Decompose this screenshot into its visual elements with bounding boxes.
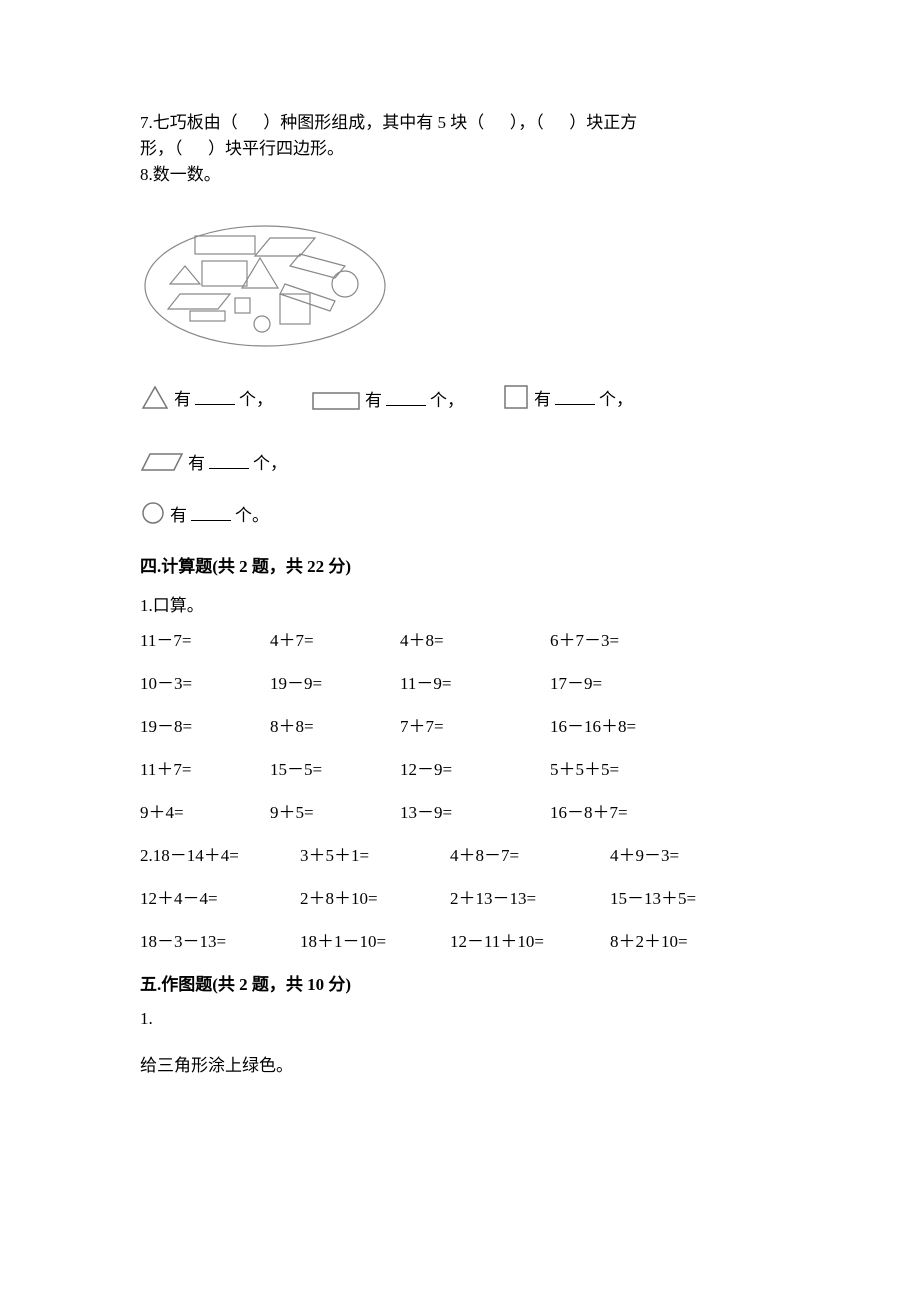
triangle-count-item: 有 个， (140, 383, 273, 411)
rectangle-icon (311, 387, 361, 411)
q4-1-label: 1.口算。 (140, 591, 780, 616)
calc-cell: 11－9= (400, 669, 550, 694)
calc-cell: 3＋5＋1= (300, 841, 450, 866)
count-word: 个， (430, 386, 464, 411)
calc-cell: 11－7= (140, 626, 270, 651)
calc-cell: 16－8＋7= (550, 798, 780, 823)
q7-text-c: ），（ (510, 113, 544, 132)
blank (195, 390, 235, 405)
calc-cell: 9＋5= (270, 798, 400, 823)
count-word: 个， (239, 385, 273, 410)
circle-count-item: 有 个。 (140, 500, 269, 526)
count-word: 个， (253, 449, 287, 474)
calc-cell: 4＋9－3= (610, 841, 780, 866)
calc-cell: 15－5= (270, 755, 400, 780)
calc-cell: 12－11＋10= (450, 927, 610, 952)
calc-cell: 9＋4= (140, 798, 270, 823)
has-label: 有 (174, 385, 191, 410)
calc-cell: 19－9= (270, 669, 400, 694)
q7-text-d: ）块正方 (569, 113, 637, 132)
has-label: 有 (534, 385, 551, 410)
circle-icon (140, 500, 166, 526)
q7-blank-3 (548, 113, 565, 132)
calc-cell: 7＋7= (400, 712, 550, 737)
calc-cell: 13－9= (400, 798, 550, 823)
has-label: 有 (188, 449, 205, 474)
blank (191, 506, 231, 521)
triangle-icon (140, 383, 170, 411)
calc-cell: 10－3= (140, 669, 270, 694)
section-4-heading: 四.计算题(共 2 题，共 22 分) (140, 552, 780, 577)
blank (386, 391, 426, 406)
question-7-line2: 形，（ ）块平行四边形。 (140, 136, 780, 162)
rectangle-count-item: 有 个， (311, 386, 464, 411)
worksheet-page: 7.七巧板由（ ）种图形组成，其中有 5 块（ ），（ ）块正方 形，（ ）块平… (0, 0, 920, 1302)
calc-cell: 12－9= (400, 755, 550, 780)
shape-count-row-1: 有 个， 有 个， 有 个， 有 个， (140, 383, 780, 474)
calc-cell: 18＋1－10= (300, 927, 450, 952)
has-label: 有 (365, 386, 382, 411)
calc-cell: 11＋7= (140, 755, 270, 780)
parallelogram-icon (140, 450, 184, 474)
q7-blank-4 (187, 139, 204, 158)
blank (555, 390, 595, 405)
blank (209, 454, 249, 469)
calc-cell: 15－13＋5= (610, 884, 780, 909)
calc-cell: 5＋5＋5= (550, 755, 780, 780)
q7-blank-2 (489, 113, 506, 132)
q7-l2-b: ）块平行四边形。 (208, 139, 344, 158)
shapes-figure (140, 216, 780, 361)
calc-grid-2: 2.18－14＋4=3＋5＋1=4＋8－7=4＋9－3= 12＋4－4=2＋8＋1… (140, 841, 780, 952)
count-word-end: 个。 (235, 501, 269, 526)
q7-text-b: ）种图形组成，其中有 5 块（ (263, 113, 484, 132)
calc-cell: 16－16＋8= (550, 712, 780, 737)
calc-grid-1: 11－7=4＋7=4＋8=6＋7－3= 10－3=19－9=11－9=17－9= 1… (140, 626, 780, 823)
q7-blank-1 (242, 113, 259, 132)
calc-cell: 4＋7= (270, 626, 400, 651)
calc-cell: 18－3－13= (140, 927, 300, 952)
shape-count-row-2: 有 个。 (140, 500, 780, 526)
calc-cell: 6＋7－3= (550, 626, 780, 651)
calc-cell: 12＋4－4= (140, 884, 300, 909)
calc-cell: 19－8= (140, 712, 270, 737)
calc-cell: 8＋8= (270, 712, 400, 737)
q7-l2-a: 形，（ (140, 139, 183, 158)
calc-cell: 8＋2＋10= (610, 927, 780, 952)
calc-cell: 4＋8－7= (450, 841, 610, 866)
q5-1-label: 1. (140, 1009, 780, 1029)
parallelogram-count-item: 有 个， (140, 449, 287, 474)
question-8-label: 8.数一数。 (140, 162, 780, 188)
question-7: 7.七巧板由（ ）种图形组成，其中有 5 块（ ），（ ）块正方 (140, 110, 780, 136)
has-label: 有 (170, 501, 187, 526)
calc-cell: 4＋8= (400, 626, 550, 651)
calc-cell: 2＋8＋10= (300, 884, 450, 909)
calc-cell: 17－9= (550, 669, 780, 694)
q5-1-instruction: 给三角形涂上绿色。 (140, 1051, 780, 1076)
square-count-item: 有 个， (502, 383, 633, 411)
square-icon (502, 383, 530, 411)
count-word: 个， (599, 385, 633, 410)
q7-text-a: 7.七巧板由（ (140, 113, 238, 132)
calc-cell: 2＋13－13= (450, 884, 610, 909)
shapes-svg (140, 216, 390, 356)
calc-cell: 2.18－14＋4= (140, 841, 300, 866)
section-5-heading: 五.作图题(共 2 题，共 10 分) (140, 970, 780, 995)
